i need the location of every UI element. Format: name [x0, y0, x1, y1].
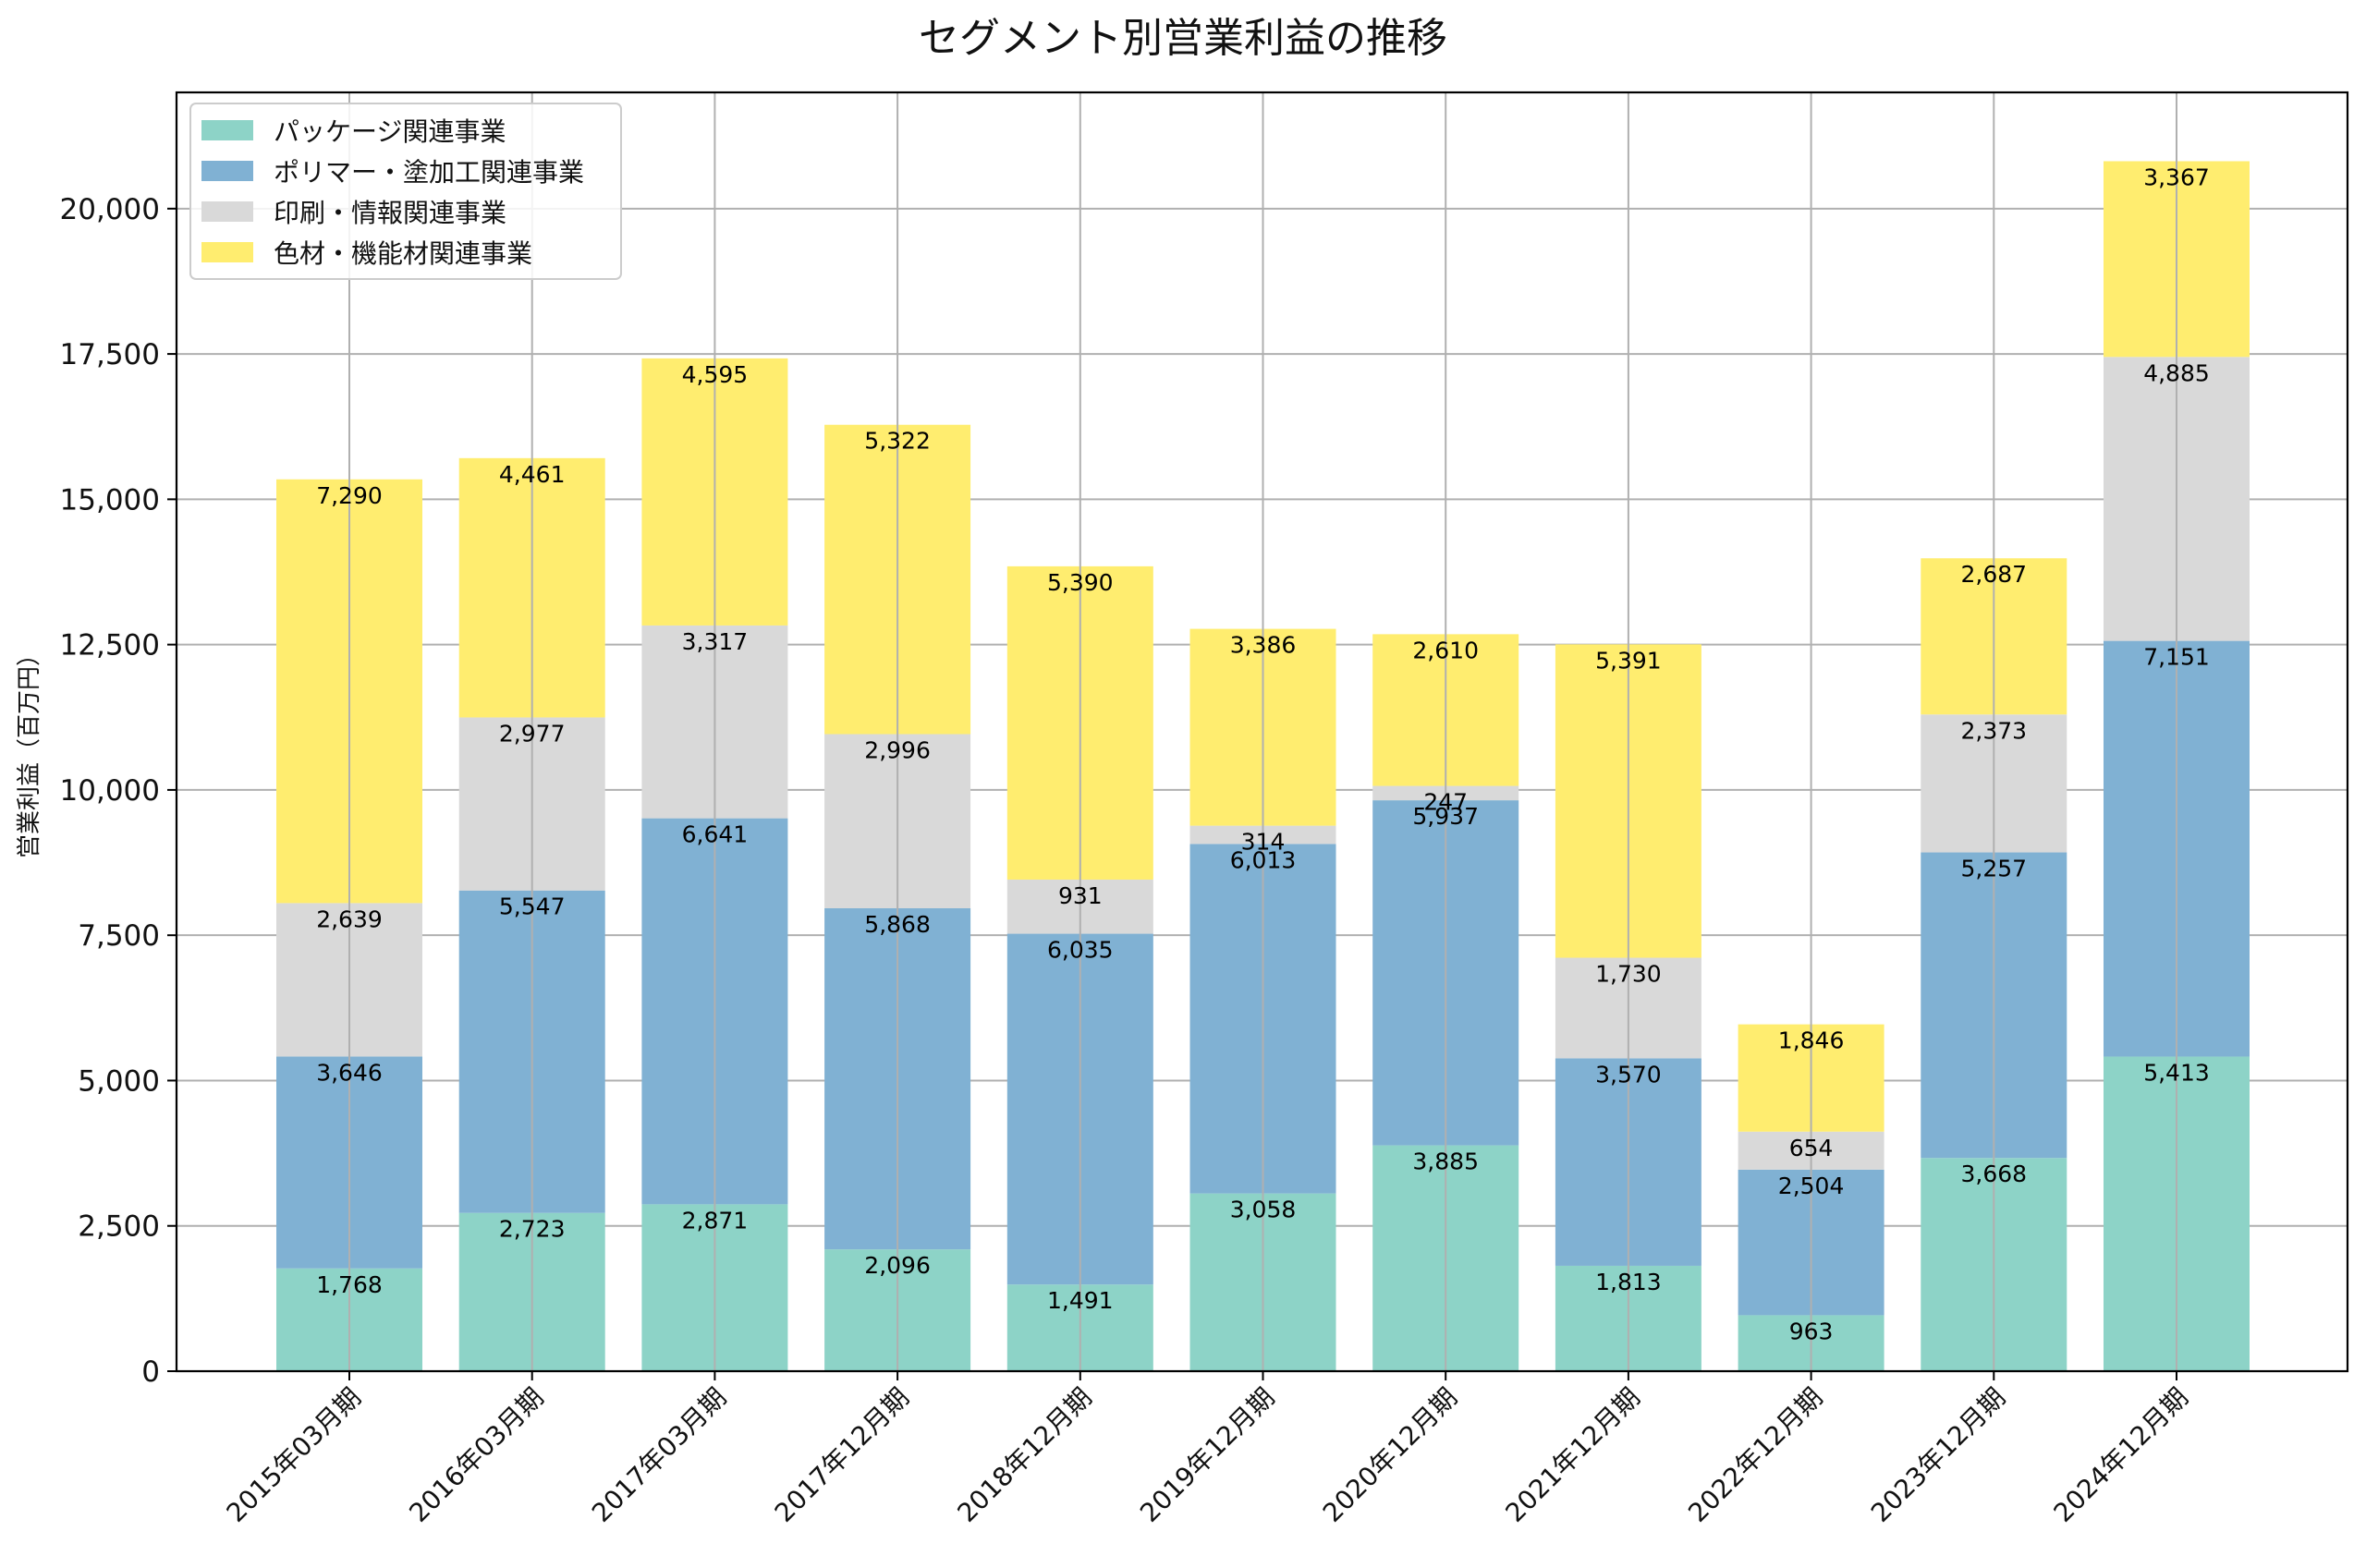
legend-swatch — [201, 120, 253, 140]
data-label: 4,461 — [499, 461, 566, 488]
data-label: 4,885 — [2143, 359, 2210, 386]
data-label: 7,290 — [316, 482, 383, 509]
x-tick-label: 2016年03月期 — [403, 1382, 549, 1528]
data-label: 247 — [1423, 789, 1468, 816]
y-tick-label: 20,000 — [60, 193, 160, 226]
x-tick-label: 2015年03月期 — [221, 1382, 367, 1528]
data-label: 5,390 — [1047, 569, 1114, 596]
data-label: 3,317 — [682, 628, 749, 655]
data-label: 5,413 — [2143, 1059, 2210, 1086]
legend-swatch — [201, 242, 253, 262]
y-axis-label: 営業利益（百万円） — [16, 642, 43, 858]
data-label: 1,491 — [1047, 1287, 1114, 1314]
data-label: 1,730 — [1595, 961, 1662, 988]
legend-label: パッケージ関連事業 — [274, 116, 506, 147]
y-tick-label: 10,000 — [60, 774, 160, 808]
legend-swatch — [201, 201, 253, 222]
data-label: 2,504 — [1778, 1173, 1845, 1199]
data-label: 6,035 — [1047, 937, 1114, 964]
x-tick-label: 2018年12月期 — [951, 1382, 1097, 1528]
y-tick-label: 7,500 — [78, 919, 160, 953]
legend-box — [189, 103, 622, 280]
y-tick-label: 12,500 — [60, 629, 160, 662]
value-labels: 1,768 2,723 2,871 2,096 1,491 3,058 3,885 1,813… — [316, 164, 2210, 1344]
x-tick-label: 2024年12月期 — [2048, 1382, 2194, 1528]
data-label: 2,977 — [499, 720, 566, 747]
data-label: 5,937 — [1412, 803, 1479, 830]
data-label: 2,871 — [682, 1207, 749, 1234]
x-tick-label: 2017年03月期 — [586, 1382, 732, 1528]
y-tick-label: 5,000 — [78, 1064, 160, 1098]
x-tick-label: 2022年12月期 — [1682, 1382, 1828, 1528]
y-tick-label: 15,000 — [60, 483, 160, 517]
data-label: 4,595 — [682, 361, 749, 388]
data-label: 931 — [1058, 882, 1103, 909]
data-label: 6,013 — [1230, 846, 1297, 873]
data-label: 6,641 — [682, 821, 749, 848]
x-tick-label: 2020年12月期 — [1317, 1382, 1463, 1528]
data-label: 2,610 — [1412, 637, 1479, 663]
y-tick-label: 2,500 — [78, 1210, 160, 1244]
x-tick-label: 2017年12月期 — [769, 1382, 915, 1528]
data-label: 1,846 — [1778, 1027, 1845, 1054]
y-tick-label: 17,500 — [60, 338, 160, 371]
x-axis-ticks: 2015年03月期 2016年03月期 2017年03月期 2017年12月期 2018… — [221, 1371, 2194, 1528]
data-label: 3,058 — [1230, 1197, 1297, 1223]
data-label: 3,668 — [1961, 1161, 2028, 1187]
y-axis-ticks: 0 2,500 5,000 7,500 10,000 12,500 15,000 17,500… — [60, 193, 177, 1389]
data-label: 1,768 — [316, 1271, 383, 1298]
data-label: 5,868 — [864, 911, 931, 938]
x-tick-label: 2021年12月期 — [1500, 1382, 1646, 1528]
x-tick-label: 2019年12月期 — [1134, 1382, 1280, 1528]
data-label: 654 — [1789, 1135, 1834, 1161]
data-label: 2,373 — [1961, 717, 2028, 744]
data-label: 2,996 — [864, 737, 931, 764]
data-label: 963 — [1789, 1318, 1834, 1344]
data-label: 5,322 — [864, 428, 931, 455]
legend-label: ポリマー・塗加工関連事業 — [274, 157, 584, 188]
data-label: 7,151 — [2143, 644, 2210, 671]
legend-label: 色材・機能材関連事業 — [274, 238, 532, 269]
data-label: 2,096 — [864, 1252, 931, 1279]
chart-title: セグメント別営業利益の推移 — [919, 15, 1447, 62]
legend-label: 印刷・情報関連事業 — [274, 198, 506, 228]
data-label: 3,570 — [1595, 1061, 1662, 1088]
data-label: 3,885 — [1412, 1149, 1479, 1175]
data-label: 2,639 — [316, 906, 383, 932]
data-label: 5,257 — [1961, 856, 2028, 882]
data-label: 3,367 — [2143, 164, 2210, 190]
data-label: 2,723 — [499, 1216, 566, 1243]
x-tick-label: 2023年12月期 — [1865, 1382, 2011, 1528]
y-tick-label: 0 — [141, 1355, 160, 1389]
data-label: 5,547 — [499, 893, 566, 920]
data-label: 3,646 — [316, 1059, 383, 1086]
data-label: 2,687 — [1961, 561, 2028, 588]
data-label: 5,391 — [1595, 647, 1662, 674]
legend-swatch — [201, 161, 253, 181]
data-label: 1,813 — [1595, 1269, 1662, 1295]
data-label: 314 — [1241, 829, 1286, 856]
data-label: 3,386 — [1230, 632, 1297, 659]
